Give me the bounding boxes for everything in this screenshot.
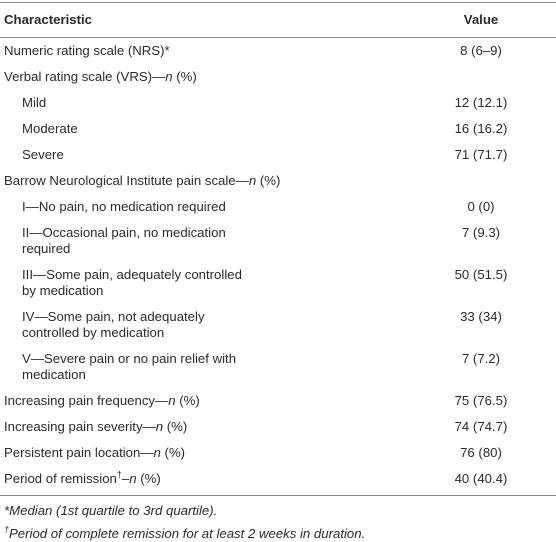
table-row: Moderate 16 (16.2)	[0, 116, 556, 142]
value-cell: 40 (40.4)	[402, 466, 556, 496]
table-row: I—No pain, no medication required 0 (0)	[0, 194, 556, 220]
table-row: Mild 12 (12.1)	[0, 90, 556, 116]
text-segment: Numeric rating scale (NRS)*	[4, 43, 170, 58]
label-cell: IV—Some pain, not adequately controlled …	[0, 304, 402, 346]
label-cell: Barrow Neurological Institute pain scale…	[0, 168, 402, 194]
footnotes: *Median (1st quartile to 3rd quartile). †…	[0, 496, 556, 542]
text-segment: III—Some pain, adequately controlled by …	[22, 267, 242, 298]
text-segment: Period of complete remission for at leas…	[9, 526, 366, 541]
label-cell: Mild	[0, 90, 402, 116]
text-segment: Persistent pain location—	[4, 445, 154, 460]
text-segment: Increasing pain frequency—	[4, 393, 169, 408]
table-row: Increasing pain severity—n (%) 74 (74.7)	[0, 414, 556, 440]
value-cell: 33 (34)	[460, 309, 502, 324]
table-row: Barrow Neurological Institute pain scale…	[0, 168, 556, 194]
text-segment: *Median (1st quartile to 3rd quartile).	[4, 503, 218, 518]
table-row: Numeric rating scale (NRS)* 8 (6–9)	[0, 38, 556, 65]
table-row: IV—Some pain, not adequately controlled …	[0, 304, 556, 346]
text-segment: Increasing pain severity—	[4, 419, 156, 434]
text-segment: Barrow Neurological Institute pain scale…	[4, 173, 249, 188]
value-cell: 71 (71.7)	[454, 147, 508, 162]
value-cell: 0 (0)	[467, 199, 495, 214]
text-segment: n	[168, 393, 176, 408]
label-cell: Moderate	[0, 116, 402, 142]
text-segment: (%)	[160, 445, 186, 460]
table: Characteristic Value Numeric rating scal…	[0, 2, 556, 496]
text-segment: Period of remission	[4, 471, 117, 486]
value-cell: 8 (6–9)	[460, 43, 502, 58]
text-segment: –	[121, 471, 130, 486]
value-cell: 12 (12.1)	[454, 95, 508, 110]
text-segment: n	[129, 471, 137, 486]
value-cell: 74 (74.7)	[454, 419, 508, 434]
table-row: III—Some pain, adequately controlled by …	[0, 262, 556, 304]
label-cell: II—Occasional pain, no medication requir…	[0, 220, 402, 262]
label-cell: III—Some pain, adequately controlled by …	[0, 262, 402, 304]
table-row: Increasing pain frequency—n (%) 75 (76.5)	[0, 388, 556, 414]
value-cell: 16 (16.2)	[454, 121, 508, 136]
value-cell: 7 (9.3)	[461, 225, 501, 240]
text-segment: Severe	[22, 147, 64, 162]
value-cell: 50 (51.5)	[454, 267, 508, 282]
table-row: Persistent pain location—n (%) 76 (80)	[0, 440, 556, 466]
text-segment: (%)	[163, 419, 188, 434]
label-cell: Numeric rating scale (NRS)*	[0, 38, 402, 65]
table-body: Numeric rating scale (NRS)* 8 (6–9) Verbal…	[0, 38, 556, 496]
text-segment: †	[116, 469, 122, 480]
label-cell: Increasing pain frequency—n (%)	[0, 388, 402, 414]
value-cell	[402, 64, 556, 90]
table-row: II—Occasional pain, no medication requir…	[0, 220, 556, 262]
table-row: Period of remission†–n (%) 40 (40.4)	[0, 466, 556, 496]
text-segment: n	[165, 69, 173, 84]
label-cell: I—No pain, no medication required	[0, 194, 402, 220]
table-row: V—Severe pain or no pain relief with med…	[0, 346, 556, 388]
text-segment: Moderate	[22, 121, 78, 136]
value-cell: 76 (80)	[460, 445, 502, 460]
text-segment: (%)	[172, 69, 197, 84]
text-segment: V—Severe pain or no pain relief with med…	[22, 351, 237, 382]
value-cell: 7 (7.2)	[461, 351, 501, 366]
text-segment: n	[248, 173, 257, 188]
text-segment: (%)	[256, 173, 281, 188]
text-segment: Mild	[22, 95, 47, 110]
text-segment: n	[155, 419, 164, 434]
header-row: Characteristic Value	[0, 2, 556, 38]
label-cell: Period of remission†–n (%)	[0, 466, 402, 496]
label-cell: V—Severe pain or no pain relief with med…	[0, 346, 402, 388]
value-cell	[402, 168, 556, 194]
text-segment: I—No pain, no medication required	[22, 199, 226, 214]
table-row: Verbal rating scale (VRS)—n (%)	[0, 64, 556, 90]
label-cell: Verbal rating scale (VRS)—n (%)	[0, 64, 402, 90]
label-cell: Increasing pain severity—n (%)	[0, 414, 402, 440]
footnote: †Period of complete remission for at lea…	[4, 525, 556, 542]
text-segment: Verbal rating scale (VRS)—	[4, 69, 166, 84]
text-segment: (%)	[175, 393, 200, 408]
footnote: *Median (1st quartile to 3rd quartile).	[4, 502, 556, 519]
text-segment: n	[153, 445, 161, 460]
label-cell: Persistent pain location—n (%)	[0, 440, 402, 466]
header-cell: Value	[402, 2, 556, 38]
text-segment: IV—Some pain, not adequately controlled …	[22, 309, 205, 340]
text-segment: (%)	[136, 471, 161, 486]
value-cell: 75 (76.5)	[454, 393, 508, 408]
label-cell: Severe	[0, 142, 402, 168]
header-cell: Characteristic	[0, 2, 402, 38]
text-segment: II—Occasional pain, no medication requir…	[22, 225, 226, 256]
table-row: Severe 71 (71.7)	[0, 142, 556, 168]
